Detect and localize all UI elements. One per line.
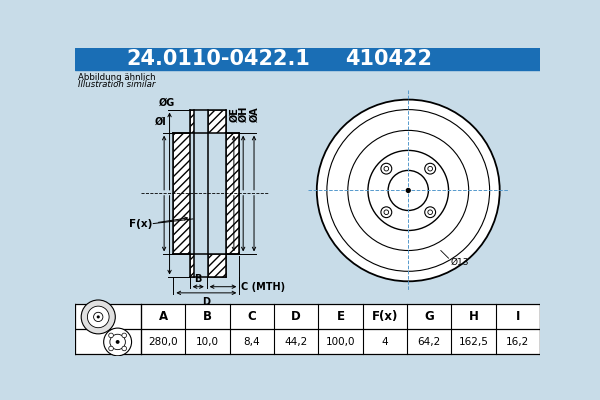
Text: E: E (337, 310, 344, 324)
Polygon shape (208, 110, 226, 133)
Text: C (MTH): C (MTH) (241, 282, 285, 292)
Text: F(x): F(x) (129, 218, 152, 228)
Circle shape (122, 333, 127, 338)
Circle shape (428, 210, 433, 214)
Text: B: B (203, 310, 212, 324)
Bar (194, 110, 208, 278)
Circle shape (81, 300, 115, 334)
Polygon shape (226, 133, 239, 254)
Text: 162,5: 162,5 (458, 337, 488, 347)
Text: 44,2: 44,2 (284, 337, 308, 347)
Text: 8,4: 8,4 (244, 337, 260, 347)
Circle shape (381, 207, 392, 218)
Text: 10,0: 10,0 (196, 337, 219, 347)
Circle shape (327, 110, 490, 271)
Text: Illustration similar: Illustration similar (78, 80, 155, 88)
Text: ØG: ØG (159, 97, 175, 107)
Circle shape (97, 315, 100, 318)
Text: A: A (158, 310, 167, 324)
Text: F(x): F(x) (371, 310, 398, 324)
Circle shape (94, 312, 103, 322)
Text: ØH: ØH (239, 106, 249, 122)
Circle shape (428, 166, 433, 171)
Circle shape (384, 210, 389, 214)
Text: G: G (424, 310, 434, 324)
Text: 64,2: 64,2 (418, 337, 441, 347)
Text: D: D (202, 298, 211, 308)
Circle shape (104, 328, 131, 356)
Text: C: C (247, 310, 256, 324)
Text: 100,0: 100,0 (326, 337, 355, 347)
Text: 280,0: 280,0 (148, 337, 178, 347)
Text: 4: 4 (382, 337, 388, 347)
Circle shape (425, 207, 436, 218)
Circle shape (109, 333, 113, 338)
Circle shape (116, 340, 119, 344)
Text: B: B (194, 274, 202, 284)
Circle shape (109, 346, 113, 351)
Text: 16,2: 16,2 (506, 337, 529, 347)
Text: ØA: ØA (250, 106, 260, 122)
Bar (75, 48, 540, 70)
Text: 24.0110-0422.1: 24.0110-0422.1 (127, 49, 310, 69)
Circle shape (122, 346, 127, 351)
Text: ØI: ØI (155, 116, 167, 126)
Circle shape (110, 334, 125, 350)
Text: D: D (291, 310, 301, 324)
Circle shape (348, 130, 469, 250)
Circle shape (381, 163, 392, 174)
Circle shape (425, 163, 436, 174)
Circle shape (388, 170, 428, 210)
Text: Ø13: Ø13 (451, 258, 469, 266)
Circle shape (88, 306, 109, 328)
Circle shape (406, 188, 410, 192)
Polygon shape (190, 254, 194, 278)
Circle shape (368, 150, 449, 230)
Polygon shape (208, 254, 226, 278)
Text: ØE: ØE (230, 107, 239, 122)
Text: 410422: 410422 (346, 49, 433, 69)
Text: H: H (469, 310, 478, 324)
Text: I: I (515, 310, 520, 324)
Bar (75, 304, 540, 354)
Bar (190, 133, 226, 254)
Circle shape (384, 166, 389, 171)
Circle shape (317, 100, 500, 281)
Polygon shape (173, 133, 190, 254)
Text: Abbildung ähnlich: Abbildung ähnlich (78, 73, 156, 82)
Circle shape (315, 98, 501, 283)
Polygon shape (190, 110, 194, 133)
